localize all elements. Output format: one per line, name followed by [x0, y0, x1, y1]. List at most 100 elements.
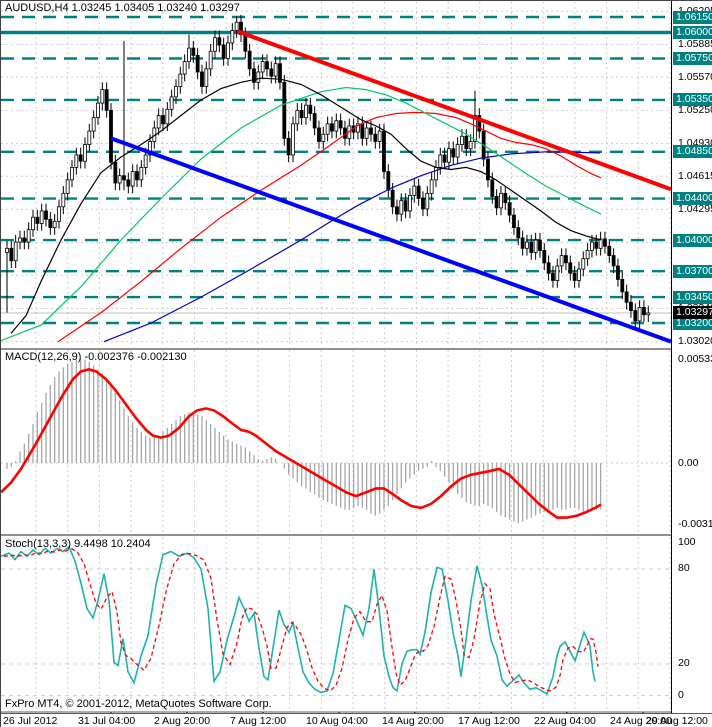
candle-body — [425, 192, 430, 210]
candle-body — [182, 61, 187, 75]
candle-body — [551, 272, 555, 281]
candle-body — [57, 206, 61, 222]
candle-body — [581, 258, 586, 270]
candle-body — [243, 34, 248, 52]
candle-body — [31, 216, 35, 231]
time-axis-label: 24 Aug 20:00 — [610, 715, 672, 727]
candle-body — [18, 237, 22, 243]
candle-body — [325, 123, 330, 135]
candle-body — [603, 238, 607, 247]
panel-separator-main-macd[interactable] — [1, 348, 712, 350]
macd-signal-line — [1, 368, 602, 519]
candle-body — [494, 196, 499, 209]
candle-body — [564, 255, 568, 264]
candle-body — [555, 265, 560, 281]
candle-body — [204, 68, 209, 87]
candle-body — [83, 144, 87, 162]
current-price-badge: 1.03297 — [673, 306, 712, 320]
candle-body — [187, 47, 191, 63]
candle-body — [594, 241, 599, 249]
candle-body — [174, 86, 178, 98]
candle-body — [499, 192, 503, 209]
candle-body — [369, 127, 373, 135]
time-axis-label: 31 Jul 04:00 — [78, 715, 136, 727]
price-level-badge: 1.04000 — [673, 233, 712, 247]
candle-body — [5, 247, 9, 253]
price-axis-label: 1.05885 — [678, 37, 712, 50]
candle-body — [364, 127, 369, 139]
candle-body — [590, 241, 594, 251]
price-level-badge: 1.05350 — [673, 93, 712, 107]
candle-body — [100, 89, 105, 104]
stoch-axis-label: 100 — [678, 535, 696, 548]
candle-body — [96, 102, 100, 119]
candle-body — [451, 148, 456, 158]
candle-body — [460, 135, 464, 145]
candle-body — [416, 185, 421, 199]
candle-body — [208, 50, 213, 70]
candle-body — [468, 141, 473, 150]
candle-body — [516, 227, 521, 239]
candle-body — [633, 310, 638, 322]
candle-body — [221, 44, 226, 59]
candle-body — [9, 247, 14, 262]
candle-body — [624, 291, 629, 303]
candle-body — [572, 272, 577, 281]
candle-body — [442, 154, 447, 163]
candle-body — [434, 167, 438, 181]
candle-body — [278, 63, 282, 83]
candle-body — [386, 171, 391, 191]
price-axis-label: 1.04295 — [678, 202, 712, 215]
candle-body — [321, 133, 326, 142]
candle-body — [455, 144, 460, 158]
candle-body — [39, 210, 44, 224]
candle-body — [117, 175, 122, 184]
candle-body — [317, 127, 321, 142]
candle-body — [438, 154, 443, 168]
candle-body — [377, 130, 382, 142]
candle-body — [126, 179, 131, 187]
candle-body — [78, 154, 83, 162]
candle-body — [477, 115, 482, 132]
candle-body — [356, 123, 360, 133]
candle-body — [338, 120, 343, 129]
candle-body — [135, 171, 139, 181]
trendline-support — [110, 136, 672, 344]
candle-body — [22, 237, 27, 243]
candle-body — [234, 21, 239, 31]
time-axis-label: 29 Aug 12:00 — [646, 715, 708, 727]
candle-body — [230, 30, 235, 44]
candle-body — [620, 279, 625, 293]
candle-body — [330, 123, 334, 132]
candle-body — [607, 245, 612, 256]
price-axis-label: 1.05250 — [678, 103, 712, 116]
price-level-badge: 1.04850 — [673, 145, 712, 159]
candle-body — [642, 307, 646, 316]
candle-body — [217, 37, 222, 46]
candle-body — [104, 89, 109, 111]
time-axis-label: 26 Jul 2012 — [3, 715, 58, 727]
stoch-axis-label: 80 — [678, 562, 690, 575]
candle-body — [252, 68, 256, 83]
candle-body — [109, 109, 113, 163]
candle-body — [304, 104, 308, 119]
panel-separator-macd-stoch[interactable] — [1, 534, 712, 536]
macd-axis-label: -0.00314 — [678, 517, 712, 530]
price-level-badge: 1.06000 — [673, 26, 712, 40]
candle-body — [247, 50, 252, 70]
price-level-badge: 1.03450 — [673, 290, 712, 304]
candle-body — [629, 301, 633, 311]
candle-body — [646, 312, 651, 316]
candle-body — [403, 200, 408, 212]
candle-body — [286, 137, 291, 156]
candle-body — [143, 154, 148, 168]
price-level-badge: 1.04400 — [673, 192, 712, 206]
candle-body — [464, 135, 469, 150]
price-level-badge: 1.06150 — [673, 10, 712, 24]
candle-body — [191, 47, 196, 56]
candle-body — [559, 255, 564, 267]
candle-body — [408, 195, 412, 212]
candle-body — [308, 104, 313, 114]
